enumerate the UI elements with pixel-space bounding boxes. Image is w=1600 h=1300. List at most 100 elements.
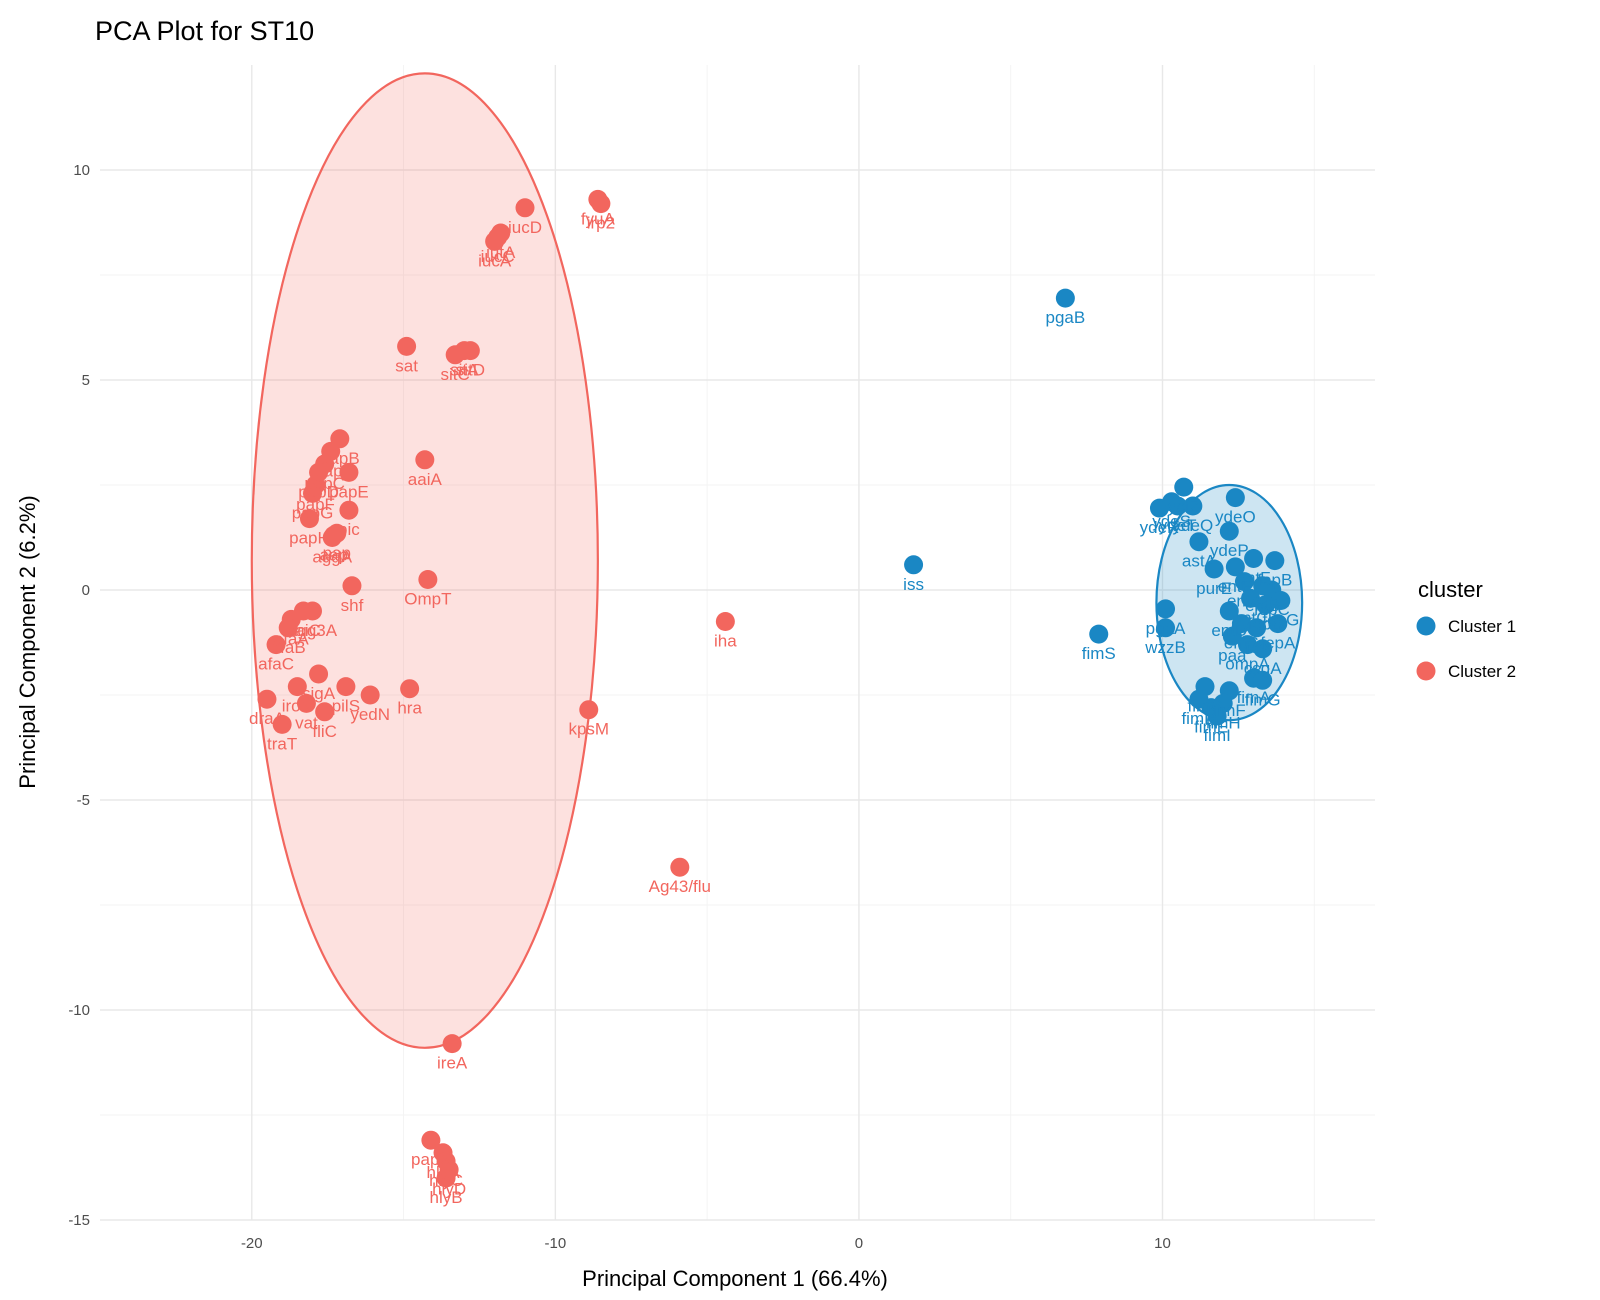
data-point bbox=[1089, 624, 1109, 644]
point-label: sitC bbox=[441, 365, 470, 384]
data-point bbox=[303, 601, 322, 621]
point-label: ydeR bbox=[1140, 518, 1180, 537]
point-label: OmpT bbox=[404, 590, 451, 609]
point-label: fes bbox=[1245, 638, 1268, 657]
data-point bbox=[272, 714, 292, 734]
data-point bbox=[287, 677, 307, 697]
point-label: entB bbox=[1245, 596, 1280, 615]
data-point bbox=[670, 857, 690, 877]
y-tick-label: -5 bbox=[77, 792, 90, 809]
point-label: papH bbox=[289, 529, 330, 548]
point-label: aaiA bbox=[408, 470, 443, 489]
data-point bbox=[591, 194, 611, 214]
point-label: afaC bbox=[258, 655, 294, 674]
point-label: entF bbox=[1237, 569, 1271, 588]
point-label: papB bbox=[320, 449, 360, 468]
data-point bbox=[278, 618, 298, 638]
data-point bbox=[1156, 599, 1176, 619]
point-label: yedN bbox=[350, 705, 390, 724]
x-tick-label: 10 bbox=[1154, 1235, 1171, 1252]
data-point bbox=[515, 198, 535, 218]
point-label: entD bbox=[1211, 621, 1247, 640]
data-point bbox=[1225, 488, 1245, 508]
point-label: papE bbox=[329, 482, 369, 501]
y-tick-label: 0 bbox=[82, 582, 90, 599]
point-label: entS bbox=[1224, 634, 1259, 653]
point-label: fepB bbox=[1257, 571, 1292, 590]
data-point bbox=[309, 664, 329, 684]
data-point bbox=[421, 1130, 441, 1150]
point-label: fimG bbox=[1245, 690, 1281, 709]
point-label: ydeT bbox=[1159, 516, 1197, 535]
point-label: kpsM bbox=[568, 720, 609, 739]
point-label: pilS bbox=[332, 697, 360, 716]
cluster-ellipse bbox=[250, 72, 599, 1049]
point-label: afaA bbox=[274, 629, 310, 648]
point-label: iucD bbox=[508, 218, 542, 237]
point-label: sitD bbox=[456, 361, 485, 380]
data-point bbox=[1222, 626, 1242, 646]
point-label: ydeO bbox=[1215, 508, 1256, 527]
data-point bbox=[418, 570, 438, 589]
point-label: aggA bbox=[312, 548, 352, 567]
data-point bbox=[579, 700, 599, 720]
point-label: fyuA bbox=[581, 209, 616, 228]
data-point bbox=[1241, 588, 1261, 608]
x-tick-label: -10 bbox=[545, 1235, 567, 1252]
data-point bbox=[1265, 551, 1285, 571]
point-label: ydeP bbox=[1210, 541, 1249, 560]
data-point bbox=[436, 1168, 456, 1188]
point-label: wzzB bbox=[1144, 638, 1186, 657]
point-label: aaiC bbox=[286, 621, 321, 640]
point-label: fepG bbox=[1262, 611, 1299, 630]
point-label: csgA bbox=[1244, 659, 1282, 678]
point-label: agg3A bbox=[288, 621, 338, 640]
point-label: pgaA bbox=[1146, 619, 1186, 638]
point-label: papD bbox=[298, 482, 339, 501]
point-label: fimH bbox=[1206, 713, 1241, 732]
point-label: entA bbox=[1227, 592, 1263, 611]
point-label: iss bbox=[903, 575, 924, 594]
point-label: pic bbox=[338, 520, 360, 539]
point-label: ompA bbox=[1225, 655, 1270, 674]
point-label: irp2 bbox=[587, 214, 615, 233]
point-label: hlyD bbox=[432, 1180, 466, 1199]
data-point bbox=[257, 689, 277, 709]
point-label: vat bbox=[295, 713, 318, 732]
point-label: entE bbox=[1218, 577, 1253, 596]
data-points bbox=[257, 189, 1291, 1188]
data-point bbox=[1268, 614, 1288, 634]
point-label: ireA bbox=[437, 1054, 468, 1073]
point-label: papF bbox=[296, 495, 335, 514]
data-point bbox=[1256, 595, 1276, 615]
data-point bbox=[339, 500, 359, 520]
point-label: fepA bbox=[1260, 634, 1296, 653]
point-label: fimC bbox=[1188, 697, 1223, 716]
data-point bbox=[1238, 635, 1257, 655]
point-label: pap bbox=[323, 543, 351, 562]
x-tick-label: -20 bbox=[241, 1235, 263, 1252]
data-point bbox=[1253, 639, 1273, 659]
point-label: entC bbox=[1233, 608, 1269, 627]
y-tick-label: -15 bbox=[68, 1212, 90, 1229]
point-label: fimS bbox=[1082, 644, 1116, 663]
point-label: draA bbox=[249, 709, 286, 728]
y-axis-title: Principal Component 2 (6.2%) bbox=[15, 495, 40, 788]
data-point bbox=[322, 528, 342, 547]
tick-labels: -20 -10 0 10 -15 -10 -5 0 5 10 bbox=[68, 162, 1171, 1252]
data-point bbox=[1168, 496, 1188, 516]
point-label: aap bbox=[320, 545, 348, 564]
data-point bbox=[1207, 706, 1227, 726]
data-point bbox=[1204, 559, 1224, 579]
data-point bbox=[1183, 496, 1203, 516]
data-point bbox=[460, 341, 480, 361]
legend-label: Cluster 1 bbox=[1448, 617, 1516, 636]
x-tick-label: 0 bbox=[855, 1235, 863, 1252]
data-point bbox=[445, 345, 465, 365]
point-label: ydeS bbox=[1152, 512, 1191, 531]
data-point bbox=[1234, 572, 1254, 592]
x-axis-title: Principal Component 1 (66.4%) bbox=[582, 1266, 888, 1291]
data-point bbox=[1055, 288, 1075, 308]
